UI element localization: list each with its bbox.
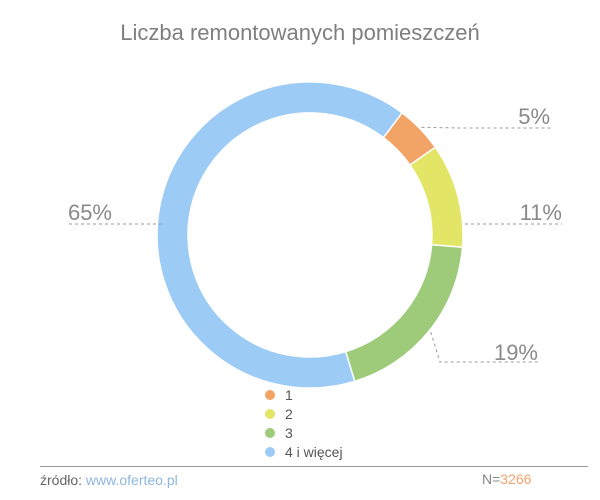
leader-line (421, 126, 552, 129)
legend-swatch (265, 446, 275, 457)
legend-label: 2 (285, 405, 293, 422)
legend-item-4: 4 i więcej (265, 442, 343, 461)
legend-label: 1 (285, 386, 293, 403)
slice-3 (344, 243, 464, 383)
data-label: 5% (518, 104, 550, 129)
legend-item-3: 3 (265, 423, 343, 442)
slice-2 (408, 146, 464, 249)
legend-item-1: 1 (265, 385, 343, 404)
source-label: źródło: (40, 472, 83, 488)
legend-label: 3 (285, 424, 293, 441)
legend-item-2: 2 (265, 404, 343, 423)
leader-line (430, 331, 540, 363)
legend-swatch (265, 389, 275, 400)
data-label: 19% (494, 340, 538, 365)
n-value: 3266 (500, 471, 532, 487)
slice-4-i-więcej (156, 81, 404, 389)
legend-swatch (265, 408, 275, 419)
source-note: źródło: www.oferteo.pl (40, 472, 178, 488)
legend-swatch (265, 427, 275, 438)
chart-title: Liczba remontowanych pomieszczeń (120, 20, 480, 45)
source-link[interactable]: www.oferteo.pl (85, 472, 178, 488)
legend-label: 4 i więcej (285, 443, 343, 460)
donut (156, 81, 464, 389)
footer-divider (40, 466, 588, 467)
data-label: 65% (68, 200, 112, 225)
sample-size: N=3266 (482, 471, 531, 487)
n-label: N= (482, 471, 501, 487)
data-label: 11% (520, 200, 562, 225)
slice-labels: 5% 11% 19% 65% (68, 104, 562, 365)
legend: 1 2 3 4 i więcej (265, 385, 343, 461)
